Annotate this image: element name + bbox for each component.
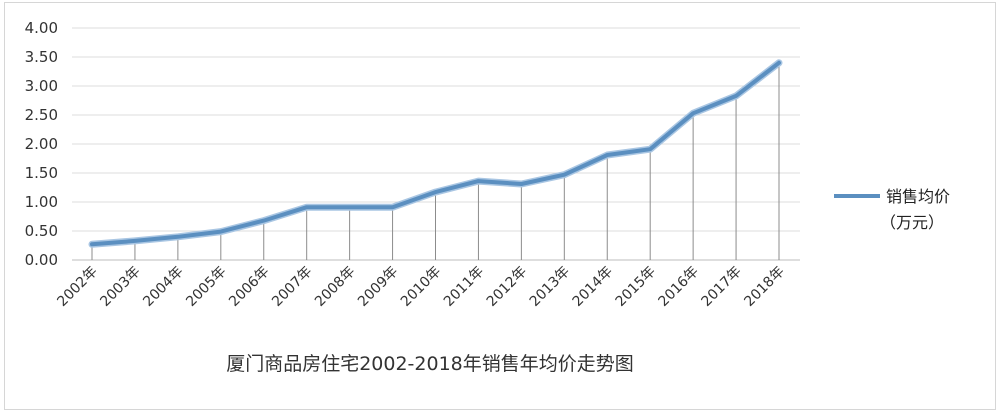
x-tick-label: 2008年 [312, 264, 358, 310]
x-tick-label: 2011年 [441, 264, 487, 310]
legend-label-line2: （万元） [880, 213, 944, 232]
data-point [476, 179, 480, 183]
data-point [305, 205, 309, 209]
y-tick-label: 3.50 [25, 48, 58, 66]
x-tick-label: 2003年 [97, 264, 143, 310]
series-line-layer [88, 59, 783, 248]
data-point [605, 153, 609, 157]
x-tick-label: 2010年 [398, 264, 444, 310]
chart-title: 厦门商品房住宅2002-2018年销售年均价走势图 [226, 353, 634, 375]
x-tick-label: 2007年 [269, 264, 315, 310]
x-tick-labels: 2002年2003年2004年2005年2006年2007年2008年2009年… [54, 264, 787, 310]
x-tick-label: 2012年 [484, 264, 530, 310]
data-point [348, 205, 352, 209]
x-tick-label: 2005年 [183, 264, 229, 310]
y-tick-label: 0.50 [25, 222, 58, 240]
data-point [562, 173, 566, 177]
data-point [734, 94, 738, 98]
y-tick-labels: 0.00 0.50 1.00 1.50 2.00 2.50 3.00 3.50 4.00 [25, 19, 58, 269]
y-tick-label: 1.50 [25, 164, 58, 182]
data-point [691, 111, 695, 115]
data-point [90, 242, 94, 246]
y-tick-label: 4.00 [25, 19, 58, 37]
x-tick-label: 2016年 [656, 264, 702, 310]
x-tick-label: 2006年 [226, 264, 272, 310]
x-tick-label: 2015年 [613, 264, 659, 310]
y-tick-label: 2.00 [25, 135, 58, 153]
data-point [648, 147, 652, 151]
x-tick-label: 2017年 [698, 264, 744, 310]
x-tick-label: 2009年 [355, 264, 401, 310]
y-tick-label: 1.00 [25, 193, 58, 211]
grid-lines [72, 27, 800, 261]
data-point [777, 61, 781, 65]
data-point [133, 239, 137, 243]
x-tick-label: 2018年 [741, 264, 787, 310]
x-tick-label: 2013年 [527, 264, 573, 310]
y-tick-label: 0.00 [25, 251, 58, 269]
legend: 销售均价 （万元） [834, 187, 950, 232]
drop-lines [91, 62, 780, 260]
legend-label-line1: 销售均价 [886, 187, 950, 206]
x-tick-label: 2014年 [570, 264, 616, 310]
y-tick-label: 3.00 [25, 77, 58, 95]
x-tick-label: 2004年 [140, 264, 186, 310]
y-tick-label: 2.50 [25, 106, 58, 124]
data-point [262, 219, 266, 223]
data-point [391, 205, 395, 209]
data-point [176, 235, 180, 239]
chart-frame [4, 2, 996, 410]
data-point [434, 190, 437, 194]
data-point [219, 230, 223, 234]
data-point [519, 182, 523, 186]
x-tick-label: 2002年 [54, 264, 100, 310]
